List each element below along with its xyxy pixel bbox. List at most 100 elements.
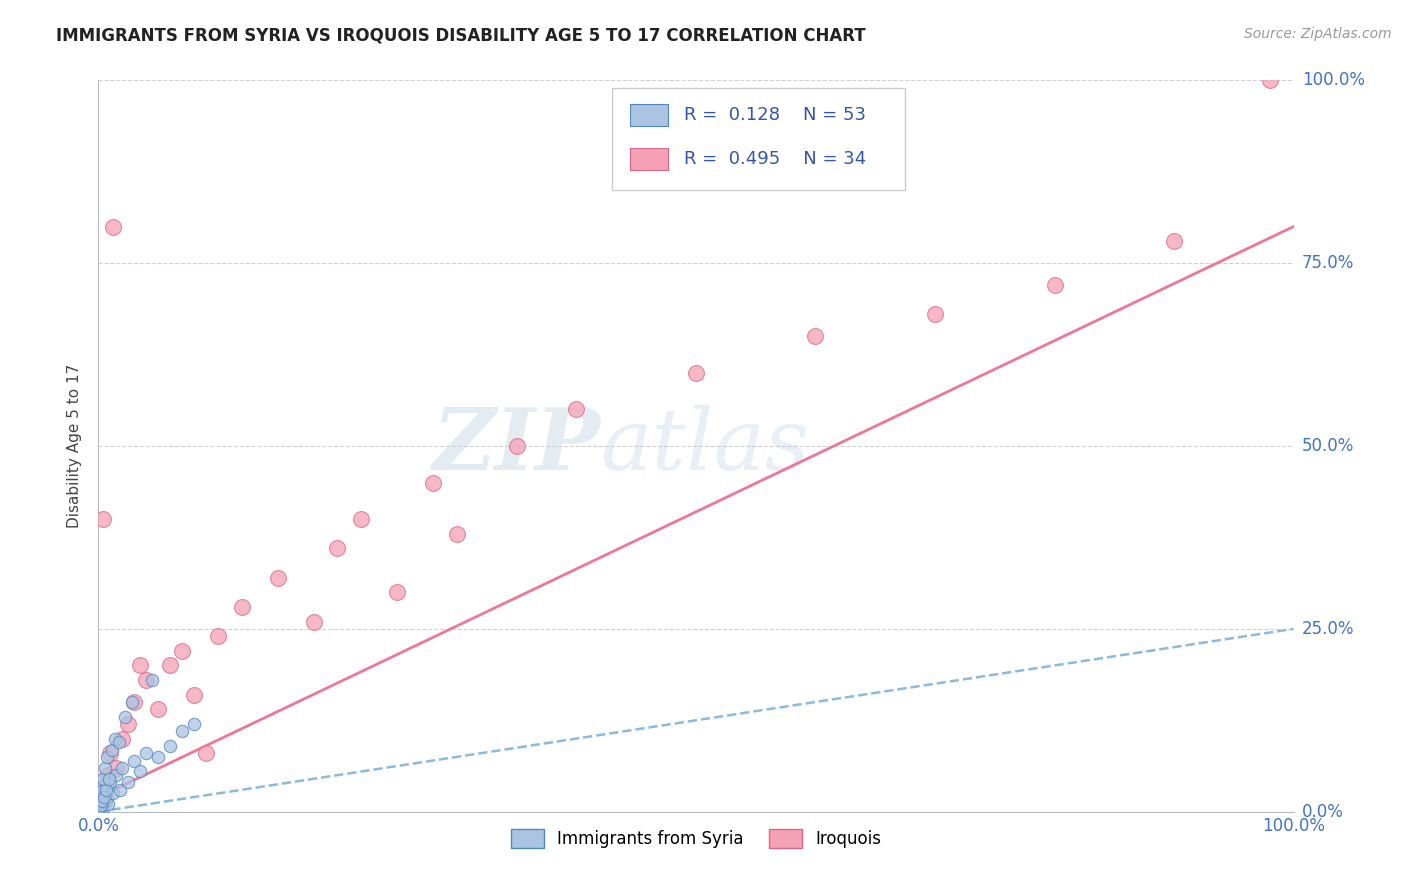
Point: [91, 512, 114, 526]
Point: [90, 798, 112, 813]
Text: R =  0.495    N = 34: R = 0.495 N = 34: [685, 150, 866, 169]
Point: [90, 784, 112, 798]
Point: [195, 746, 218, 760]
Point: [89, 782, 111, 797]
Point: [124, 754, 146, 768]
Point: [207, 629, 229, 643]
Point: [107, 735, 129, 749]
Point: [91, 797, 114, 812]
Point: [1043, 278, 1066, 293]
Point: [89, 791, 111, 805]
Point: [117, 717, 139, 731]
Point: [685, 366, 707, 380]
Point: [302, 615, 325, 629]
Point: [231, 599, 253, 614]
Point: [89, 798, 111, 813]
Point: [98, 746, 122, 760]
Point: [506, 439, 529, 453]
Text: 100.0%: 100.0%: [1302, 71, 1365, 89]
Text: 75.0%: 75.0%: [1302, 254, 1354, 272]
Point: [89, 794, 111, 808]
Point: [172, 644, 194, 658]
Point: [94, 794, 117, 808]
Point: [93, 790, 115, 805]
Point: [90, 787, 112, 801]
Point: [94, 761, 117, 775]
Point: [148, 702, 170, 716]
Point: [159, 739, 181, 753]
Bar: [630, 104, 668, 127]
Point: [105, 761, 128, 775]
Point: [148, 749, 170, 764]
Point: [446, 526, 468, 541]
Point: [172, 724, 194, 739]
Point: [121, 695, 143, 709]
Point: [1163, 234, 1185, 248]
Point: [101, 787, 124, 801]
Point: [159, 658, 181, 673]
Text: IMMIGRANTS FROM SYRIA VS IROQUOIS DISABILITY AGE 5 TO 17 CORRELATION CHART: IMMIGRANTS FROM SYRIA VS IROQUOIS DISABI…: [56, 27, 866, 45]
Point: [91, 772, 114, 786]
Point: [97, 797, 120, 812]
Point: [97, 768, 120, 782]
Bar: [630, 148, 668, 170]
Point: [422, 475, 444, 490]
Point: [804, 329, 827, 343]
Point: [183, 717, 205, 731]
Point: [105, 768, 128, 782]
Point: [111, 731, 134, 746]
Y-axis label: Disability Age 5 to 17: Disability Age 5 to 17: [67, 364, 83, 528]
Point: [90, 796, 112, 810]
Point: [90, 793, 112, 807]
Text: 50.0%: 50.0%: [1302, 437, 1354, 455]
Point: [114, 709, 136, 723]
Point: [91, 801, 114, 815]
Point: [96, 749, 118, 764]
Point: [89, 802, 111, 816]
Point: [135, 746, 157, 760]
Point: [91, 790, 114, 805]
Point: [90, 791, 112, 805]
Point: [89, 789, 111, 803]
Point: [96, 782, 118, 797]
FancyBboxPatch shape: [613, 87, 905, 190]
Point: [87, 798, 110, 813]
Point: [129, 764, 152, 779]
Point: [89, 790, 111, 805]
Point: [96, 790, 118, 805]
Point: [1258, 73, 1281, 87]
Point: [90, 779, 112, 793]
Point: [350, 512, 373, 526]
Text: Source: ZipAtlas.com: Source: ZipAtlas.com: [1244, 27, 1392, 41]
Legend: Immigrants from Syria, Iroquois: Immigrants from Syria, Iroquois: [503, 822, 889, 855]
Point: [91, 782, 114, 797]
Point: [93, 779, 115, 793]
Point: [924, 307, 946, 321]
Point: [91, 795, 114, 809]
Text: R =  0.128    N = 53: R = 0.128 N = 53: [685, 106, 866, 124]
Point: [100, 742, 122, 756]
Point: [141, 673, 163, 687]
Text: atlas: atlas: [600, 405, 810, 487]
Point: [98, 772, 121, 786]
Point: [93, 790, 115, 805]
Point: [267, 571, 290, 585]
Point: [326, 541, 349, 556]
Point: [90, 803, 112, 817]
Text: ZIP: ZIP: [433, 404, 600, 488]
Point: [129, 658, 152, 673]
Point: [89, 801, 111, 815]
Point: [124, 695, 146, 709]
Point: [108, 782, 131, 797]
Point: [101, 219, 124, 234]
Point: [111, 761, 134, 775]
Point: [385, 585, 409, 599]
Point: [98, 775, 122, 789]
Text: 25.0%: 25.0%: [1302, 620, 1354, 638]
Point: [89, 796, 111, 810]
Text: 0.0%: 0.0%: [1302, 803, 1344, 821]
Point: [104, 731, 127, 746]
Point: [87, 797, 110, 812]
Point: [117, 775, 139, 789]
Point: [183, 688, 205, 702]
